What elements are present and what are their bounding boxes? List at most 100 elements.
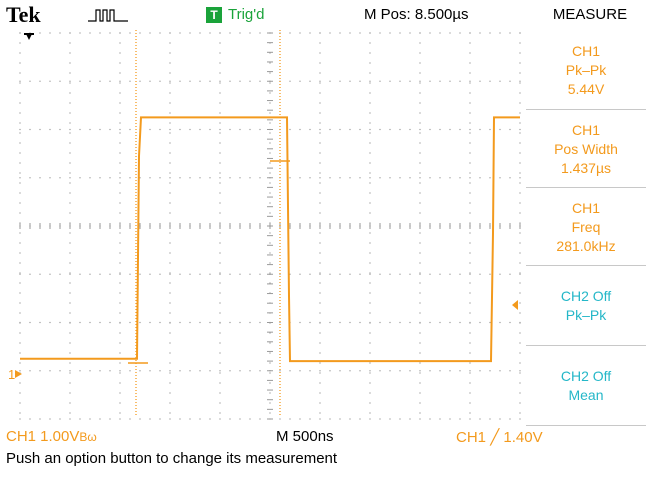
grid-dot [109, 370, 111, 372]
grid-dot [269, 52, 271, 54]
grid-dot [519, 412, 521, 414]
grid-dot [519, 282, 521, 284]
grid-dot [279, 370, 281, 372]
grid-dot [259, 418, 261, 420]
grid-dot [319, 292, 321, 294]
measure-option-2[interactable]: CH1 Pos Width 1.437µs [526, 110, 646, 188]
grid-dot [509, 273, 511, 275]
grid-dot [119, 80, 121, 82]
grid-dot [289, 32, 291, 34]
grid-dot [169, 192, 171, 194]
grid-dot [59, 32, 61, 34]
grid-dot [469, 292, 471, 294]
grid-dot [329, 177, 331, 179]
grid-dot [509, 177, 511, 179]
grid-dot [219, 128, 221, 131]
grid-dot [299, 321, 301, 324]
grid-dot [189, 177, 191, 179]
grid-dot [519, 352, 521, 354]
grid-dot [369, 62, 371, 64]
grid-dot [519, 302, 521, 304]
grid-dot [319, 102, 321, 104]
grid-dot [459, 321, 461, 324]
grid-dot [369, 362, 371, 364]
grid-dot [219, 262, 221, 264]
grid-dot [19, 152, 21, 154]
grid-dot [249, 418, 251, 420]
bandwidth-limit-mark: Bω [79, 430, 97, 444]
grid-dot [219, 302, 221, 304]
grid-dot [409, 321, 411, 324]
grid-dot [219, 62, 221, 64]
grid-dot [119, 112, 121, 114]
grid-dot [329, 128, 331, 131]
grid-dot [519, 142, 521, 144]
trigger-status-text: Trig'd [228, 6, 265, 23]
grid-dot [169, 372, 171, 374]
grid-dot [349, 32, 351, 34]
grid-dot [369, 292, 371, 294]
grid-dot [39, 80, 41, 82]
grid-dot [69, 80, 71, 82]
measure-option-1[interactable]: CH1 Pk–Pk 5.44V [526, 30, 646, 110]
grid-dot [379, 321, 381, 324]
grid-dot [419, 402, 421, 404]
grid-dot [19, 370, 21, 372]
grid-dot [179, 80, 181, 82]
grid-dot [139, 32, 141, 34]
grid-dot [19, 352, 21, 354]
grid-dot [269, 392, 271, 394]
grid-dot [419, 412, 421, 414]
grid-dot [179, 273, 181, 275]
grid-dot [179, 177, 181, 179]
measure-option-4[interactable]: CH2 Off Pk–Pk [526, 266, 646, 346]
grid-dot [69, 62, 71, 64]
ch1-ground-arrow [15, 370, 22, 378]
grid-dot [269, 382, 271, 384]
grid-dot [19, 272, 21, 274]
grid-dot [419, 80, 421, 82]
grid-dot [469, 122, 471, 124]
grid-dot [369, 92, 371, 94]
grid-dot [219, 82, 221, 84]
grid-dot [119, 262, 121, 264]
grid-dot [469, 202, 471, 204]
grid-dot [189, 321, 191, 324]
grid-dot [419, 302, 421, 304]
grid-dot [219, 172, 221, 174]
grid-dot [469, 128, 471, 131]
grid-dot [469, 102, 471, 104]
grid-dot [469, 370, 471, 372]
grid-dot [429, 128, 431, 131]
grid-dot [489, 177, 491, 179]
grid-dot [19, 80, 21, 82]
grid-dot [169, 342, 171, 344]
grid-dot [499, 32, 501, 34]
measure-option-5[interactable]: CH2 Off Mean [526, 346, 646, 426]
grid-dot [219, 32, 221, 34]
grid-dot [469, 42, 471, 44]
grid-dot [39, 177, 41, 179]
grid-dot [399, 177, 401, 179]
grid-dot [99, 273, 101, 275]
grid-dot [119, 332, 121, 334]
trigger-level: 1.40V [503, 429, 543, 446]
grid-dot [69, 112, 71, 114]
grid-dot [59, 273, 61, 275]
grid-dot [119, 92, 121, 94]
grid-dot [509, 321, 511, 324]
grid-dot [169, 62, 171, 64]
grid-dot [219, 177, 221, 179]
grid-dot [489, 128, 491, 131]
measure-option-3[interactable]: CH1 Freq 281.0kHz [526, 188, 646, 266]
grid-dot [89, 321, 91, 324]
grid-dot [309, 177, 311, 179]
grid-dot [429, 370, 431, 372]
grid-dot [69, 272, 71, 274]
grid-dot [269, 232, 271, 234]
grid-dot [219, 42, 221, 44]
grid-dot [519, 372, 521, 374]
grid-dot [259, 177, 261, 179]
grid-dot [369, 312, 371, 314]
grid-dot [19, 182, 21, 184]
